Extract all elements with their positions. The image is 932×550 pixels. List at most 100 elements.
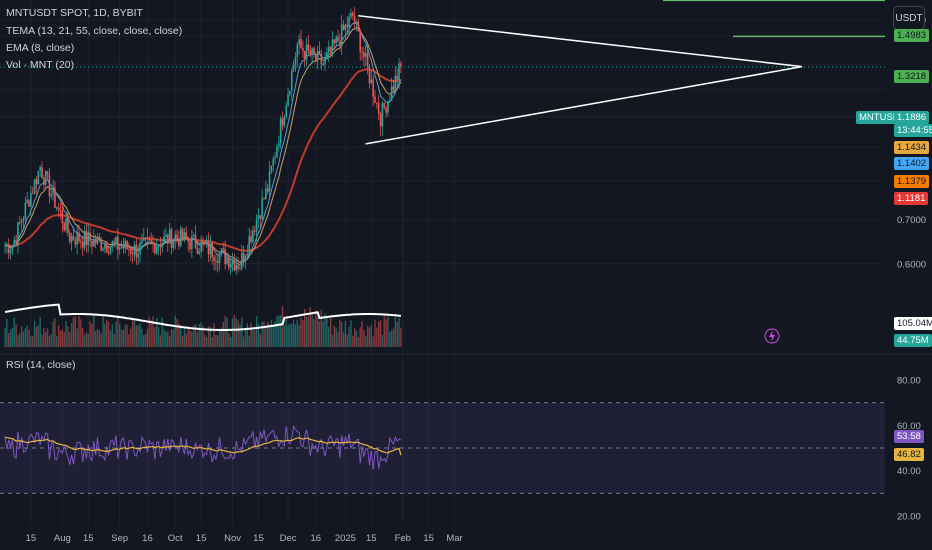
candle-body	[146, 238, 149, 240]
volume-bar	[130, 328, 132, 347]
volume-bar	[204, 334, 206, 347]
candle-body	[126, 240, 128, 249]
volume-bar	[267, 321, 269, 347]
volume-bar	[135, 325, 138, 347]
candle-body	[9, 250, 12, 254]
volume-bar	[141, 328, 143, 347]
candle-body	[263, 198, 265, 200]
candle-body	[144, 237, 147, 239]
volume-bar	[100, 333, 102, 347]
candle-body	[137, 253, 139, 258]
volume-bar	[305, 316, 308, 347]
volume-bar	[122, 329, 125, 347]
candles	[4, 6, 402, 276]
volume-bar	[396, 321, 398, 347]
rsi-legend[interactable]: RSI (14, close)	[6, 359, 76, 371]
candle-body	[152, 241, 154, 243]
candle-body	[344, 24, 347, 30]
candle-body	[381, 103, 384, 127]
volume-bar	[13, 317, 15, 347]
candle-body	[96, 236, 99, 244]
candle-body	[155, 246, 158, 254]
candle-body	[320, 53, 323, 65]
volume-bar	[170, 329, 173, 347]
volume-bar	[178, 323, 180, 347]
candle-body	[154, 242, 156, 254]
candle-body	[135, 244, 138, 258]
candle-body	[43, 177, 45, 185]
volume-bar	[85, 332, 88, 347]
volume-bar	[180, 325, 182, 347]
volume-bar	[287, 325, 289, 347]
candle-body	[339, 41, 341, 46]
y-tick-label: 0.6000	[897, 259, 926, 270]
volume-bar	[328, 326, 330, 347]
volume-bar	[298, 324, 300, 347]
candle-body	[364, 53, 367, 57]
tema-legend[interactable]: TEMA (13, 21, 55, close, close, close)	[6, 25, 183, 37]
candle-body	[124, 240, 127, 249]
volume-bar	[165, 331, 167, 347]
ema-legend[interactable]: EMA (8, close)	[6, 42, 75, 54]
candle-body	[7, 243, 10, 254]
volume-bar	[6, 318, 8, 347]
volume-bar	[376, 327, 378, 347]
volume-bar	[191, 331, 193, 347]
symbol-title: MNTUSDT SPOT, 1D, BYBIT	[6, 7, 143, 19]
lightning-icon	[764, 328, 780, 344]
candle-body	[224, 249, 226, 264]
candle-body	[350, 13, 352, 17]
rsi-ma-tag: 46.82	[894, 448, 924, 461]
lightning-icon-ring	[764, 328, 780, 344]
volume-bar	[311, 312, 313, 347]
currency-button[interactable]: USDT	[893, 6, 925, 30]
candle-body	[253, 230, 256, 232]
candle-body	[52, 188, 54, 195]
level-mid-tag: 1.3218	[894, 70, 930, 83]
volume-bar	[230, 336, 232, 347]
candle-body	[255, 218, 258, 232]
x-tick-label: Feb	[395, 533, 411, 544]
volume-bar	[193, 325, 195, 347]
volume-bar	[357, 336, 360, 347]
candle-body	[274, 157, 276, 159]
volume-bar	[353, 328, 356, 347]
candle-body	[35, 179, 38, 185]
countdown-tag: 13:44:55	[894, 124, 932, 137]
last-price-tag: 1.1886	[894, 111, 930, 124]
volume-legend[interactable]: Vol · MNT (20)	[6, 59, 75, 71]
volume-bar	[148, 316, 150, 347]
candle-body	[20, 220, 23, 223]
volume-bar	[350, 320, 352, 347]
candle-body	[205, 240, 208, 244]
volume-bar	[167, 331, 169, 347]
candle-body	[246, 253, 249, 256]
volume-bar	[54, 318, 56, 347]
volume-bar	[22, 331, 25, 347]
candle-body	[63, 223, 65, 231]
candle-body	[281, 118, 284, 126]
volume-bar	[176, 319, 178, 347]
triangle-upper-line	[358, 15, 803, 68]
volume-bar	[304, 309, 306, 347]
candle-body	[331, 39, 334, 52]
candle-body	[170, 229, 173, 248]
candle-body	[105, 244, 108, 253]
candle-body	[241, 252, 243, 268]
candle-body	[335, 36, 337, 44]
candle-body	[81, 241, 84, 248]
candle-body	[72, 235, 75, 241]
candle-body	[6, 243, 8, 246]
volume-bar	[61, 329, 64, 347]
candle-body	[98, 236, 101, 240]
x-tick-label: 2025	[335, 533, 356, 544]
volume-bar	[268, 324, 271, 347]
volume-bar	[285, 319, 287, 347]
volume-bar	[156, 317, 158, 347]
candle-body	[148, 238, 151, 241]
volume-bar	[9, 329, 12, 347]
volume-bar	[183, 326, 186, 347]
candle-body	[122, 246, 125, 249]
y-tick-label: 0.7000	[897, 215, 926, 226]
